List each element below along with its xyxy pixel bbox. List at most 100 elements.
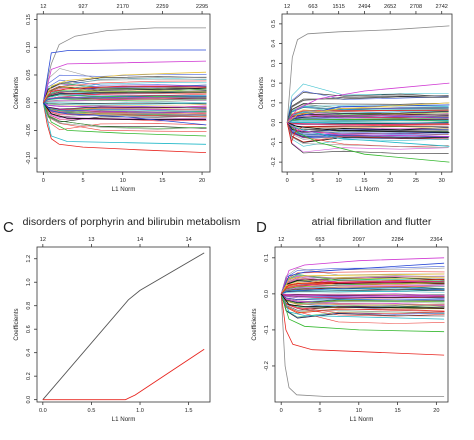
series-line-1: [280, 293, 445, 397]
panel-2: 0 5 10 15 20 25 30 12 663 1515 2494 2652 2708 2742 -0.…: [258, 4, 453, 193]
plot-area: [42, 27, 207, 153]
panel-1: 0 5 10 15 20 12 927 2170 2259 2295 -0.10 -0.05 0.00 0…: [13, 4, 211, 193]
series-line-3: [42, 60, 207, 103]
x-tick-label: 20: [433, 408, 439, 414]
coefficient-path-background: [286, 122, 449, 147]
series-line-9: [286, 122, 450, 137]
coefficient-path-background: [286, 102, 449, 123]
plot-area: [280, 257, 445, 397]
coefficient-path-background: [43, 79, 207, 103]
coefficient-path-background: [286, 122, 449, 143]
series-line-4: [42, 49, 206, 103]
x-axis-title: L1 Norm: [112, 416, 136, 423]
plot-frame: [36, 13, 211, 173]
coefficient-path-background: [280, 277, 445, 295]
series-line-8: [287, 122, 450, 133]
top-tick-label: 13: [88, 237, 94, 243]
series-line-2: [42, 348, 205, 401]
x-tick-label: 5: [318, 408, 321, 414]
coefficient-path-background: [286, 114, 449, 123]
y-tick-label: 0.1: [264, 254, 270, 262]
y-tick-label: 0.05: [26, 70, 32, 81]
x-tick-label: 5: [81, 178, 84, 184]
series-line-6: [42, 102, 207, 145]
coefficient-path-background: [43, 90, 207, 103]
top-tick-label: 12: [284, 4, 290, 10]
x-tick-label: 20: [199, 178, 205, 184]
x-axis-title: L1 Norm: [112, 186, 136, 193]
y-tick-label: 0.0: [271, 119, 277, 127]
y-tick-label: 0.5: [271, 20, 277, 28]
coefficient-path-background: [43, 80, 207, 103]
y-tick-label: -0.1: [264, 325, 270, 335]
coefficient-path-background: [281, 293, 445, 301]
coefficient-path-background: [43, 76, 207, 103]
coefficient-path-background: [286, 109, 449, 123]
y-tick-label: 0.6: [26, 325, 32, 333]
y-axis-title: Coefficients: [13, 308, 20, 340]
y-axis-title: Coefficients: [13, 77, 20, 109]
coefficient-path-background: [281, 287, 445, 295]
x-tick-label: 1.0: [136, 408, 144, 414]
top-tick-label: 2742: [435, 4, 447, 10]
plot-area: [286, 25, 450, 163]
panel-letter: C: [3, 219, 14, 236]
panel-title: atrial fibrillation and flutter: [312, 216, 432, 228]
x-tick-label: 0.5: [88, 408, 96, 414]
y-tick-label: 0.00: [26, 97, 32, 108]
x-tick-label: 5: [311, 178, 314, 184]
y-tick-label: 1.0: [26, 278, 32, 286]
coefficient-path-background: [281, 285, 445, 295]
coefficient-path-background: [287, 122, 449, 125]
x-tick-label: 20: [387, 178, 393, 184]
series-line-1: [42, 27, 206, 103]
x-tick-label: 10: [356, 408, 362, 414]
y-tick-label: -0.05: [26, 124, 32, 137]
y-axis-title: Coefficients: [258, 77, 265, 109]
top-tick-label: 2708: [410, 4, 422, 10]
top-tick-label: 14: [137, 237, 143, 243]
top-tick-label: 12: [40, 237, 46, 243]
top-tick-label: 1515: [332, 4, 344, 10]
series-line-1: [286, 25, 450, 123]
x-tick-label: 25: [413, 178, 419, 184]
coefficient-path-background: [286, 83, 449, 123]
plot-area: [42, 252, 205, 401]
coefficient-path-background: [280, 266, 445, 294]
series-line-6: [280, 293, 445, 320]
series-line-7: [286, 102, 450, 123]
top-tick-label: 2259: [156, 4, 168, 10]
coefficient-path-background: [43, 102, 207, 118]
y-tick-label: 0.4: [271, 40, 277, 48]
coefficient-path-background: [281, 291, 445, 295]
coefficient-path-background: [287, 120, 449, 123]
x-axis-title: L1 Norm: [355, 186, 379, 193]
coefficient-path-background: [286, 111, 449, 123]
y-tick-label: -0.10: [26, 152, 32, 165]
y-tick-label: -0.1: [271, 138, 277, 148]
y-tick-label: 0.2: [26, 372, 32, 380]
series-line-7: [280, 273, 445, 295]
y-tick-label: 0.10: [26, 42, 32, 53]
y-tick-label: 0.0: [264, 290, 270, 298]
top-tick-label: 2097: [353, 237, 365, 243]
coefficient-path-background: [281, 293, 445, 297]
panel-title: disorders of porphyrin and bilirubin met…: [23, 216, 241, 228]
coefficient-path-background: [280, 282, 445, 295]
coefficient-path-background: [43, 101, 207, 104]
top-tick-label: 2295: [196, 4, 208, 10]
x-tick-label: 15: [394, 408, 400, 414]
y-tick-label: 1.2: [26, 255, 32, 263]
y-tick-label: 0.1: [271, 99, 277, 107]
top-tick-label: 2494: [358, 4, 370, 10]
series-line-1: [42, 252, 205, 400]
top-tick-label: 2364: [430, 237, 442, 243]
x-tick-label: 1.5: [185, 408, 193, 414]
plot-frame: [281, 13, 453, 173]
coefficient-path-background: [286, 122, 449, 148]
y-tick-label: 0.3: [271, 59, 277, 67]
